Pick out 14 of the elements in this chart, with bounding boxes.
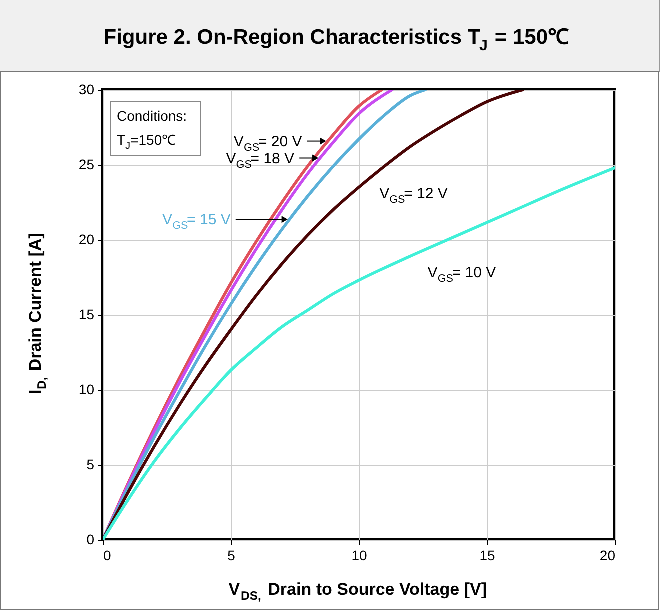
x-tick-label: 5 — [228, 548, 236, 564]
y-tick-label: 25 — [78, 156, 95, 172]
y-axis-title: ID, Drain Current [A] — [26, 233, 50, 395]
y-tick-label: 30 — [78, 82, 95, 98]
x-tick-label: 10 — [352, 548, 368, 564]
x-tick-label: 20 — [600, 548, 616, 564]
y-tick-label: 0 — [86, 532, 95, 548]
y-tick-label: 20 — [78, 232, 95, 248]
y-tick-label: 5 — [86, 456, 95, 472]
y-tick-label: 15 — [78, 306, 95, 322]
x-tick-label: 15 — [480, 548, 496, 564]
x-tick-label: 0 — [104, 548, 112, 564]
y-tick-label: 10 — [78, 382, 95, 398]
annotation: Conditions: — [117, 108, 188, 124]
